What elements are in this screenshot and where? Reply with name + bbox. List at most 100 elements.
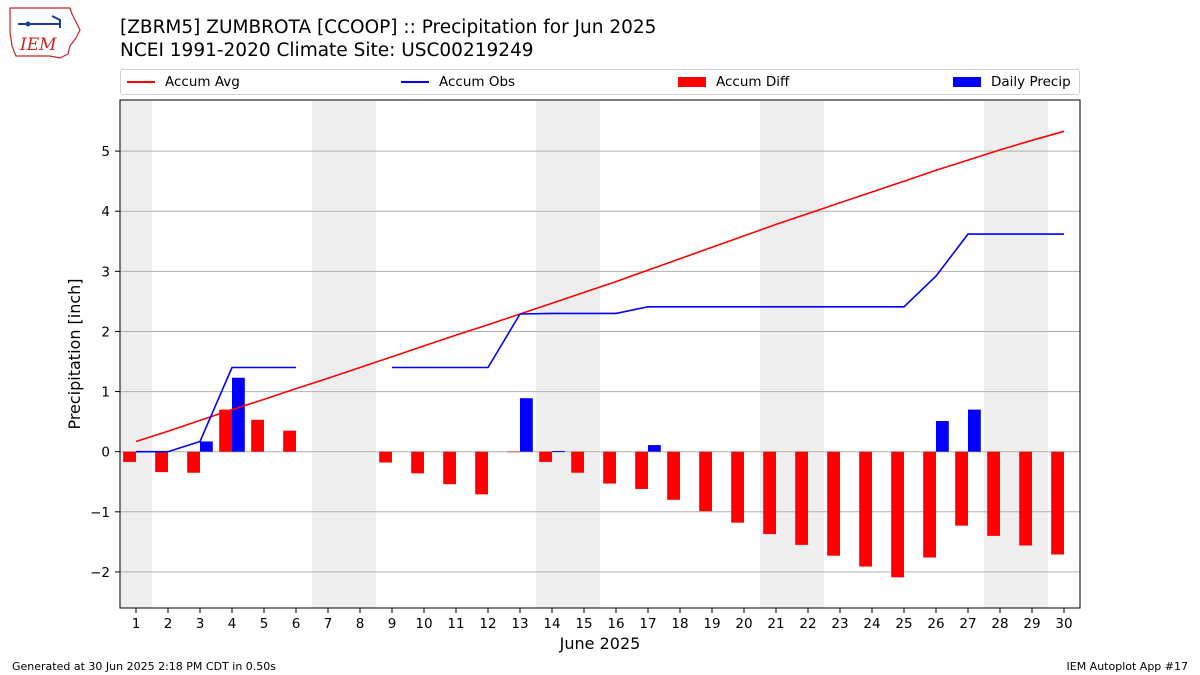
chart-subtitle: NCEI 1991-2020 Climate Site: USC00219249 [120, 40, 534, 61]
footer-generated: Generated at 30 Jun 2025 2:18 PM CDT in … [12, 660, 277, 673]
y-tick-label: 5 [101, 144, 110, 160]
accum-avg-line [135, 130, 1065, 443]
accum-diff-bar [955, 451, 968, 526]
legend-label-daily-precip: Daily Precip [991, 74, 1071, 90]
accum-diff-bar [475, 451, 488, 495]
y-tick-label: 1 [101, 385, 110, 401]
legend-label-accum-diff: Accum Diff [716, 74, 790, 90]
accum-diff-bar [987, 451, 1000, 536]
x-tick-label: 20 [735, 616, 752, 632]
legend-item-accum-obs: Accum Obs [401, 70, 515, 94]
daily-precip-bar [968, 409, 981, 452]
legend-swatch-accum-diff [678, 77, 706, 87]
daily-precip-bar [520, 398, 533, 452]
y-tick-label: 0 [101, 445, 110, 461]
x-tick-label: 10 [415, 616, 432, 632]
accum-diff-bar [507, 451, 520, 453]
iowa-outline-shape [9, 7, 81, 59]
daily-precip-bar [200, 441, 213, 452]
accum-diff-bar [827, 451, 840, 556]
x-tick-label: 24 [863, 616, 880, 632]
accum-diff-bar [251, 419, 264, 452]
accum-diff-bar [379, 451, 392, 463]
weekend-band [536, 100, 600, 608]
x-tick-label: 25 [895, 616, 912, 632]
accum-diff-bar [603, 451, 616, 484]
y-tick-label: 4 [101, 204, 110, 220]
accum-diff-bar [763, 451, 776, 535]
x-tick-label: 30 [1055, 616, 1072, 632]
legend-label-accum-obs: Accum Obs [439, 74, 516, 90]
x-tick-label: 26 [927, 616, 944, 632]
x-tick-label: 7 [324, 616, 333, 632]
x-tick-label: 4 [228, 616, 237, 632]
accum-diff-bar [443, 451, 456, 485]
legend-swatch-accum-avg [127, 81, 155, 83]
accum-diff-bar [283, 430, 296, 452]
y-tick-label: −1 [90, 505, 110, 521]
x-tick-label: 14 [543, 616, 560, 632]
x-tick-label: 15 [575, 616, 592, 632]
accum-diff-bar [923, 451, 936, 558]
y-axis-label: Precipitation [inch] [65, 278, 84, 429]
accum-diff-bar [859, 451, 872, 567]
accum-diff-bar [635, 451, 648, 489]
weekend-band [120, 100, 152, 608]
accum-diff-bar [731, 451, 744, 523]
x-tick-label: 22 [799, 616, 816, 632]
accum-diff-bar [571, 451, 584, 473]
legend-label-accum-avg: Accum Avg [165, 74, 240, 90]
x-axis-label: June 2025 [559, 634, 641, 653]
accum-diff-bar [699, 451, 712, 512]
x-tick-label: 17 [639, 616, 656, 632]
accum-diff-bar [411, 451, 424, 474]
x-tick-label: 13 [511, 616, 528, 632]
accum-diff-bar [1019, 451, 1032, 546]
accum-diff-bar [795, 451, 808, 545]
x-tick-label: 8 [356, 616, 365, 632]
x-tick-label: 11 [447, 616, 464, 632]
daily-precip-bar [232, 377, 245, 452]
footer-app: IEM Autoplot App #17 [1066, 660, 1189, 673]
legend-swatch-daily-precip [953, 77, 981, 87]
weekend-band [312, 100, 376, 608]
iem-logo: IEM [6, 4, 82, 62]
chart-legend: Accum Avg Accum Obs Accum Diff Daily Pre… [120, 69, 1080, 95]
x-tick-label: 16 [607, 616, 624, 632]
legend-item-accum-avg: Accum Avg [127, 70, 240, 94]
x-tick-label: 19 [703, 616, 720, 632]
x-tick-label: 18 [671, 616, 688, 632]
x-tick-label: 21 [767, 616, 784, 632]
accum-diff-bar [1051, 451, 1064, 555]
x-tick-label: 6 [292, 616, 301, 632]
y-tick-label: 3 [101, 264, 110, 280]
accum-diff-bar [539, 451, 552, 462]
accum-diff-bar [155, 451, 168, 473]
accum-diff-bar [891, 451, 904, 578]
chart-title: [ZBRM5] ZUMBROTA [CCOOP] :: Precipitatio… [120, 17, 657, 38]
x-tick-label: 1 [132, 616, 141, 632]
x-tick-label: 23 [831, 616, 848, 632]
daily-precip-bar [648, 445, 661, 452]
y-tick-label: 2 [101, 324, 110, 340]
logo-text: IEM [19, 35, 57, 55]
accum-diff-bar [123, 451, 136, 462]
x-tick-label: 12 [479, 616, 496, 632]
x-tick-label: 2 [164, 616, 173, 632]
legend-item-accum-diff: Accum Diff [678, 70, 789, 94]
accum-obs-line [136, 366, 296, 453]
x-tick-label: 9 [388, 616, 397, 632]
accum-diff-bar [219, 409, 232, 452]
x-tick-label: 29 [1023, 616, 1040, 632]
legend-swatch-accum-obs [401, 81, 429, 83]
y-tick-label: −2 [90, 565, 110, 581]
x-tick-label: 3 [196, 616, 205, 632]
daily-precip-bar [936, 421, 949, 452]
plot-frame [119, 99, 1081, 609]
accum-diff-bar [667, 451, 680, 500]
x-tick-label: 28 [991, 616, 1008, 632]
legend-item-daily-precip: Daily Precip [953, 70, 1071, 94]
daily-precip-bar [552, 451, 565, 453]
x-tick-label: 5 [260, 616, 269, 632]
